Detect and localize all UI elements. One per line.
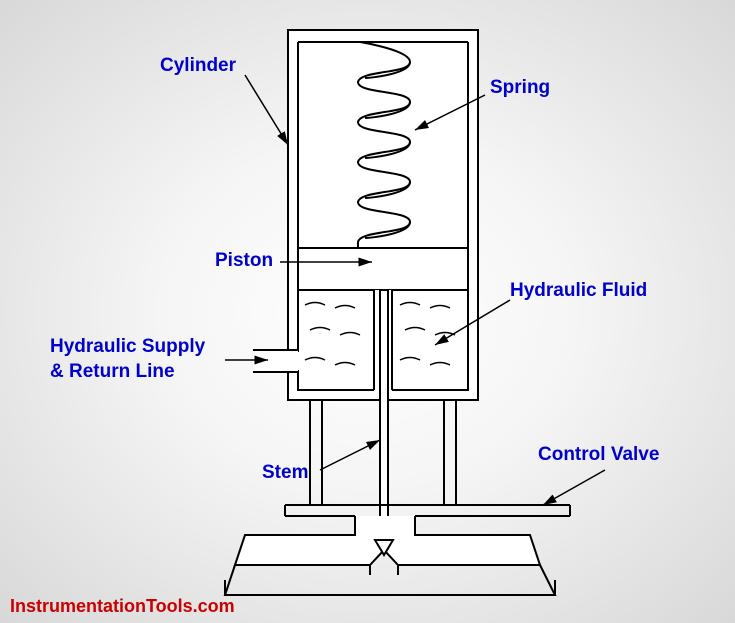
diagram-container: Cylinder Spring Piston Hydraulic Fluid H… — [0, 0, 735, 623]
label-hydraulic-supply: Hydraulic Supply & Return Line — [50, 335, 205, 384]
fluid-chamber-right — [392, 290, 468, 390]
label-spring: Spring — [490, 77, 550, 99]
label-cylinder: Cylinder — [160, 55, 236, 77]
piston-shape — [298, 248, 468, 290]
watermark-text: InstrumentationTools.com — [10, 596, 235, 617]
valve-body — [225, 516, 555, 595]
actuator-diagram — [0, 0, 735, 623]
label-hydraulic-fluid: Hydraulic Fluid — [510, 280, 647, 302]
supply-port — [253, 350, 300, 372]
stem-shape — [380, 290, 388, 540]
label-piston: Piston — [215, 250, 273, 272]
fluid-chamber-left — [298, 290, 374, 390]
leader-stem — [320, 440, 380, 470]
label-stem: Stem — [262, 462, 308, 484]
label-control-valve: Control Valve — [538, 444, 659, 466]
leader-valve — [543, 470, 605, 505]
leader-cylinder — [245, 75, 288, 145]
